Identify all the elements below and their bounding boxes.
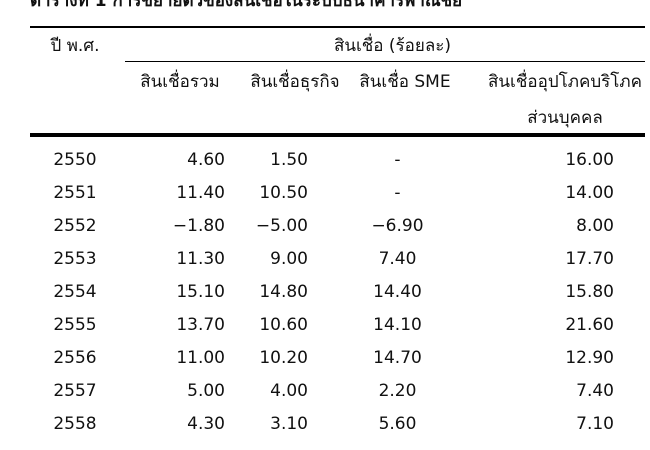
column-header: สินเชื่อรวม xyxy=(140,72,220,92)
value-cell: 9.00 xyxy=(270,249,308,269)
value-cell: −1.80 xyxy=(172,216,225,236)
value-cell: 7.40 xyxy=(378,249,417,269)
value-cell: - xyxy=(394,183,401,203)
column-header: ส่วนบุคคล xyxy=(527,108,603,128)
column-header: สินเชื่อ SME xyxy=(359,72,451,92)
top-rule xyxy=(30,26,645,28)
value-cell: 14.10 xyxy=(373,315,422,335)
value-cell: 10.60 xyxy=(259,315,308,335)
value-cell: 4.00 xyxy=(270,381,308,401)
year-cell: 2553 xyxy=(53,249,97,269)
group-rule xyxy=(125,61,645,62)
year-cell: 2556 xyxy=(53,348,97,368)
group-header: สินเชื่อ (ร้อยละ) xyxy=(333,36,452,56)
year-cell: 2555 xyxy=(53,315,97,335)
value-cell: 8.00 xyxy=(576,216,614,236)
value-cell: 15.10 xyxy=(176,282,225,302)
value-cell: 7.40 xyxy=(576,381,614,401)
year-header: ปี พ.ศ. xyxy=(50,36,100,56)
year-cell: 2551 xyxy=(53,183,97,203)
value-cell: 2.20 xyxy=(378,381,417,401)
value-cell: 11.40 xyxy=(176,183,225,203)
value-cell: 14.80 xyxy=(259,282,308,302)
value-cell: 4.30 xyxy=(187,414,225,434)
value-cell: 11.00 xyxy=(176,348,225,368)
year-cell: 2554 xyxy=(53,282,97,302)
value-cell: 7.10 xyxy=(576,414,614,434)
value-cell: 5.60 xyxy=(378,414,417,434)
year-cell: 2558 xyxy=(53,414,97,434)
column-header: สินเชื่ออุปโภคบริโภค xyxy=(488,72,642,92)
value-cell: 11.30 xyxy=(176,249,225,269)
value-cell: 17.70 xyxy=(565,249,614,269)
year-cell: 2552 xyxy=(53,216,97,236)
value-cell: - xyxy=(394,150,401,170)
value-cell: 12.90 xyxy=(565,348,614,368)
header-rule xyxy=(30,133,645,137)
value-cell: 14.40 xyxy=(373,282,422,302)
value-cell: 10.20 xyxy=(259,348,308,368)
table-title: ตารางที่ 1 การขยายตัวของสินเชื่อในระบบธน… xyxy=(30,0,463,11)
value-cell: 10.50 xyxy=(259,183,308,203)
value-cell: 3.10 xyxy=(270,414,308,434)
value-cell: −6.90 xyxy=(371,216,424,236)
value-cell: 14.70 xyxy=(373,348,422,368)
value-cell: 15.80 xyxy=(565,282,614,302)
year-cell: 2557 xyxy=(53,381,97,401)
value-cell: 1.50 xyxy=(270,150,308,170)
year-cell: 2550 xyxy=(53,150,97,170)
value-cell: 14.00 xyxy=(565,183,614,203)
value-cell: 4.60 xyxy=(187,150,225,170)
value-cell: 21.60 xyxy=(565,315,614,335)
value-cell: 5.00 xyxy=(187,381,225,401)
value-cell: 16.00 xyxy=(565,150,614,170)
value-cell: −5.00 xyxy=(255,216,308,236)
value-cell: 13.70 xyxy=(176,315,225,335)
column-header: สินเชื่อธุรกิจ xyxy=(250,72,340,92)
